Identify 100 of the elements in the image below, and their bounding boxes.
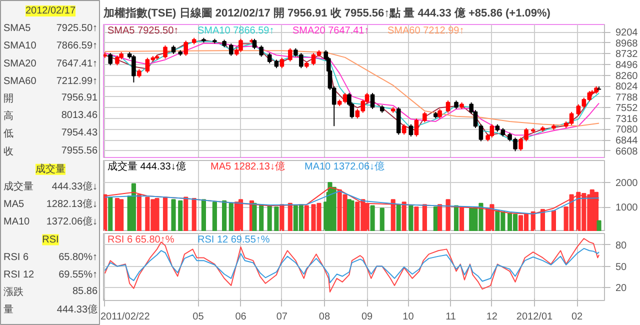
bar bbox=[259, 204, 264, 231]
candlestick bbox=[396, 106, 401, 136]
candlestick bbox=[163, 44, 168, 60]
text: 成交量 444.33億↓ bbox=[4, 182, 98, 192]
text: 低 7954.43 bbox=[4, 128, 98, 140]
text: MA5 1282.13億↓ bbox=[4, 199, 98, 210]
y-tick-label: 7788 bbox=[616, 92, 638, 104]
bar bbox=[192, 198, 196, 231]
bar bbox=[131, 183, 136, 231]
y-tick-label: 50 bbox=[616, 262, 628, 273]
y-tick-label: 6844 bbox=[616, 136, 638, 147]
y-tick-label: 7316 bbox=[616, 114, 638, 125]
candlestick bbox=[370, 92, 375, 110]
bar bbox=[162, 196, 168, 231]
y-tick-label: 7080 bbox=[616, 124, 638, 136]
y-tick-label: 8024 bbox=[616, 82, 638, 93]
bar bbox=[328, 182, 332, 231]
y-tick-label: 8732 bbox=[616, 49, 638, 60]
text: 成交量 bbox=[36, 162, 66, 175]
text: SMA20 7647.41↑ bbox=[4, 58, 98, 70]
candlestick bbox=[414, 118, 419, 137]
x-tick-label: 12 bbox=[486, 312, 498, 322]
series-label: SMA10 7866.59↑ bbox=[198, 26, 274, 36]
line-series bbox=[104, 50, 600, 127]
bar bbox=[252, 202, 257, 231]
bar bbox=[222, 200, 227, 231]
bar bbox=[396, 204, 401, 231]
candlestick bbox=[132, 54, 136, 83]
y-tick-label: 20 bbox=[616, 283, 628, 294]
line-series bbox=[104, 248, 600, 284]
bar bbox=[108, 196, 113, 231]
text: 收 7955.56 bbox=[4, 145, 98, 158]
candlestick bbox=[115, 55, 120, 66]
candlestick bbox=[446, 100, 450, 114]
candlestick bbox=[422, 111, 427, 123]
candlestick bbox=[402, 124, 406, 136]
bar bbox=[228, 202, 234, 231]
bar bbox=[438, 204, 442, 231]
text: RSI bbox=[42, 234, 59, 246]
text: 量 444.33億 bbox=[4, 304, 98, 316]
bar bbox=[171, 199, 176, 231]
y-tick-label: 8496 bbox=[616, 60, 638, 71]
y-tick-label: 1000 bbox=[616, 202, 638, 214]
series-label: RSI 12 69.55↑% bbox=[198, 234, 270, 246]
text: SMA60 7212.99↑ bbox=[388, 26, 464, 36]
candlestick bbox=[184, 40, 188, 56]
text: SMA20 7647.41↑ bbox=[292, 26, 370, 36]
bar bbox=[596, 220, 602, 231]
x-tick-label: 10 bbox=[402, 312, 414, 322]
text: MA10 1372.06↓億 bbox=[304, 160, 385, 172]
text: MA10 1372.06億↓ bbox=[4, 216, 98, 228]
candlestick bbox=[229, 43, 234, 56]
text: 2012/02/17 bbox=[25, 6, 76, 16]
bar bbox=[212, 202, 217, 231]
text: 成交量 444.33↓億 bbox=[108, 160, 186, 172]
candlestick bbox=[408, 124, 414, 137]
candlestick bbox=[288, 48, 292, 62]
bar bbox=[154, 198, 160, 231]
text: SMA5 7925.50↑ bbox=[4, 23, 98, 34]
chart-title: 加權指數(TSE) 日線圖 2012/02/17 開 7956.91 收 7955.56↑點 量 444.33 億 +85.86 (+1.09%) bbox=[102, 6, 551, 20]
text: SMA60 7212.99↑ bbox=[4, 76, 98, 87]
text: 漲跌 85.86 bbox=[4, 286, 98, 298]
bar bbox=[178, 200, 183, 231]
bar bbox=[267, 205, 272, 231]
candlestick bbox=[267, 52, 272, 64]
text: 開 7956.91 bbox=[4, 92, 98, 104]
y-tick-label: 8968 bbox=[616, 38, 638, 50]
bar bbox=[184, 196, 188, 231]
bar bbox=[274, 206, 279, 231]
candlestick bbox=[108, 52, 113, 66]
candlestick bbox=[438, 108, 442, 119]
x-tick-label: 06 bbox=[235, 312, 247, 322]
x-tick-label: 07 bbox=[276, 312, 288, 322]
bar bbox=[408, 205, 414, 231]
text: MA5 1282.13↓億 bbox=[210, 160, 285, 172]
y-tick-label: 80 bbox=[616, 240, 628, 252]
x-tick-label: 2011/02/22 bbox=[100, 312, 150, 322]
line-series bbox=[104, 238, 600, 292]
bar bbox=[422, 204, 427, 231]
bar bbox=[414, 206, 419, 231]
series-label: RSI 6 65.80↑% bbox=[108, 234, 174, 246]
x-tick-label: 2012/01 bbox=[516, 312, 554, 322]
bar bbox=[201, 199, 206, 231]
text: 高 8013.46 bbox=[4, 110, 98, 122]
y-tick-label: 7552 bbox=[616, 103, 638, 114]
y-tick-label: 9204 bbox=[616, 28, 638, 39]
text: SMA10 7866.59↑ bbox=[4, 40, 98, 52]
y-tick-label: 2000 bbox=[616, 178, 638, 190]
x-tick-label: 05 bbox=[192, 312, 204, 322]
bar bbox=[454, 205, 459, 231]
x-tick-label: 08 bbox=[318, 312, 330, 322]
bar bbox=[370, 205, 375, 231]
candlestick bbox=[238, 38, 243, 52]
bar bbox=[119, 199, 124, 231]
bar bbox=[402, 202, 406, 231]
candlestick bbox=[259, 44, 264, 58]
bar bbox=[288, 202, 292, 231]
series-label: SMA5 7925.50↑ bbox=[108, 26, 179, 36]
x-tick-label: 09 bbox=[361, 312, 374, 322]
text: RSI 12 69.55%↑ bbox=[4, 270, 98, 280]
